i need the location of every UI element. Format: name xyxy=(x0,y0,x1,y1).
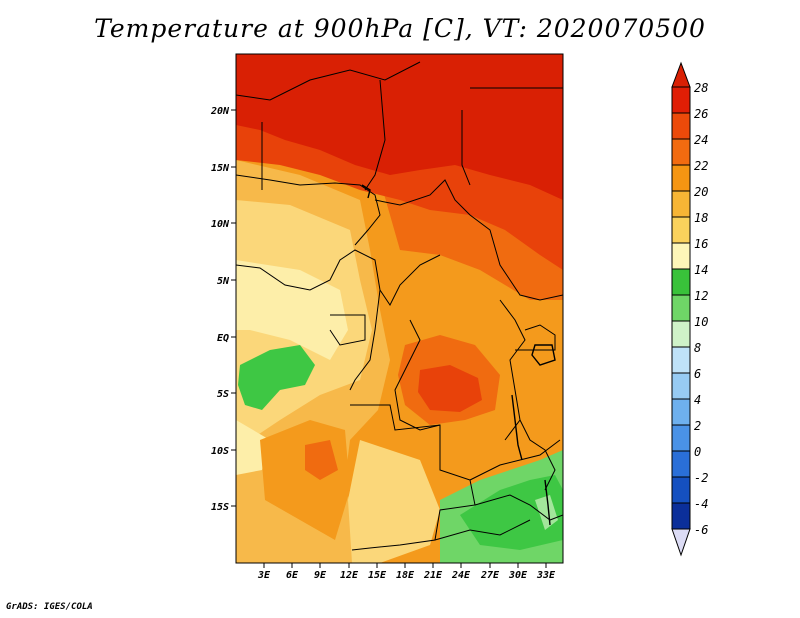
colorbar-label: 2 xyxy=(694,419,701,433)
map-frame xyxy=(235,53,564,564)
border-line xyxy=(515,324,556,351)
colorbar-swatch xyxy=(671,138,691,166)
border-line xyxy=(434,519,531,541)
colorbar-label: 22 xyxy=(694,159,708,173)
lat-label: 15N xyxy=(211,163,230,174)
colorbar-swatch xyxy=(671,268,691,296)
colorbar-top-arrow xyxy=(671,61,691,88)
field-10-southeast xyxy=(535,495,558,530)
lon-label: 27E xyxy=(480,570,500,581)
lon-label: 24E xyxy=(451,570,471,581)
colorbar-label: 26 xyxy=(694,107,708,121)
field-16-b xyxy=(236,420,270,475)
colorbar-label: 4 xyxy=(694,393,701,407)
field-28-north xyxy=(236,54,563,200)
border-line xyxy=(364,79,386,191)
border-line xyxy=(236,174,381,246)
colorbar-label: 0 xyxy=(694,445,701,459)
colorbar-swatch xyxy=(671,294,691,322)
border-line xyxy=(474,494,563,521)
lon-label: 3E xyxy=(257,570,271,581)
border-line xyxy=(374,179,563,301)
lon-label: 6E xyxy=(286,570,299,581)
colorbar-label: 14 xyxy=(694,263,708,277)
lake-malawi xyxy=(544,479,551,526)
colorbar-swatch xyxy=(671,242,691,270)
lat-label: 5S xyxy=(217,389,229,400)
field-14-gabon xyxy=(238,345,315,410)
lat-label: 5N xyxy=(217,276,230,287)
lon-label: 30E xyxy=(508,570,528,581)
colorbar-swatch xyxy=(671,112,691,140)
colorbar-label: 10 xyxy=(694,315,708,329)
colorbar-label: 8 xyxy=(694,341,701,355)
colorbar-swatch xyxy=(671,476,691,504)
colorbar-label: -4 xyxy=(694,497,708,511)
lakes xyxy=(361,184,556,526)
lake-tanganyika xyxy=(511,394,523,461)
colorbar-swatch xyxy=(671,190,691,218)
colorbar: 28 26 24 22 20 18 16 14 12 10 8 6 4 2 0 … xyxy=(671,61,708,557)
border-line xyxy=(469,439,561,481)
lake-victoria xyxy=(531,344,556,366)
colorbar-swatch xyxy=(671,164,691,192)
colorbar-bottom-arrow xyxy=(671,528,691,557)
temperature-field xyxy=(236,54,563,563)
colorbar-label: 12 xyxy=(694,289,708,303)
lat-label: EQ xyxy=(217,333,229,344)
colorbar-swatch xyxy=(671,398,691,426)
border-line xyxy=(394,319,441,431)
border-line xyxy=(461,110,471,186)
lon-axis: 3E 6E 9E 12E 15E 18E 21E 24E 27E 30E 33E xyxy=(257,563,556,581)
lat-label: 10S xyxy=(211,446,229,457)
map-title: Temperature at 900hPa [C], VT: 202007050… xyxy=(94,14,706,43)
lon-label: 33E xyxy=(536,570,556,581)
colorbar-label: 28 xyxy=(694,81,708,95)
borders xyxy=(236,61,563,551)
border-line xyxy=(236,249,441,306)
colorbar-swatch xyxy=(671,502,691,530)
border-line xyxy=(236,61,421,101)
lon-label: 21E xyxy=(423,570,443,581)
colorbar-swatch xyxy=(671,320,691,348)
colorbar-label: 24 xyxy=(694,133,708,147)
lat-label: 20N xyxy=(210,106,230,117)
lat-label: 10N xyxy=(211,219,230,230)
colorbar-label: 16 xyxy=(694,237,708,251)
colorbar-label: -6 xyxy=(694,523,708,537)
border-line xyxy=(329,314,366,346)
border-line xyxy=(350,404,476,551)
colorbar-label: 20 xyxy=(694,185,708,199)
footer-credit: GrADS: IGES/COLA xyxy=(6,602,93,612)
colorbar-label: 6 xyxy=(694,367,701,381)
field-26-congo xyxy=(418,365,482,412)
colorbar-swatch xyxy=(671,424,691,452)
field-14-southeast xyxy=(460,475,563,550)
colorbar-swatch xyxy=(671,450,691,478)
colorbar-swatch xyxy=(671,346,691,374)
lat-label: 15S xyxy=(211,502,229,513)
colorbar-label: 18 xyxy=(694,211,708,225)
lake-chad xyxy=(361,184,371,199)
lon-label: 15E xyxy=(368,570,387,581)
field-18-south xyxy=(348,440,440,563)
lat-axis: 20N 15N 10N 5N EQ 5S 10S 15S xyxy=(210,106,236,513)
colorbar-swatch xyxy=(671,372,691,400)
colorbar-swatch xyxy=(671,86,691,114)
field-24-sw xyxy=(305,440,338,480)
lon-label: 18E xyxy=(396,570,415,581)
lon-label: 9E xyxy=(314,570,327,581)
lon-label: 12E xyxy=(340,570,359,581)
colorbar-label: -2 xyxy=(694,471,708,485)
border-line xyxy=(519,419,556,491)
border-line xyxy=(349,289,381,391)
colorbar-swatch xyxy=(671,216,691,244)
